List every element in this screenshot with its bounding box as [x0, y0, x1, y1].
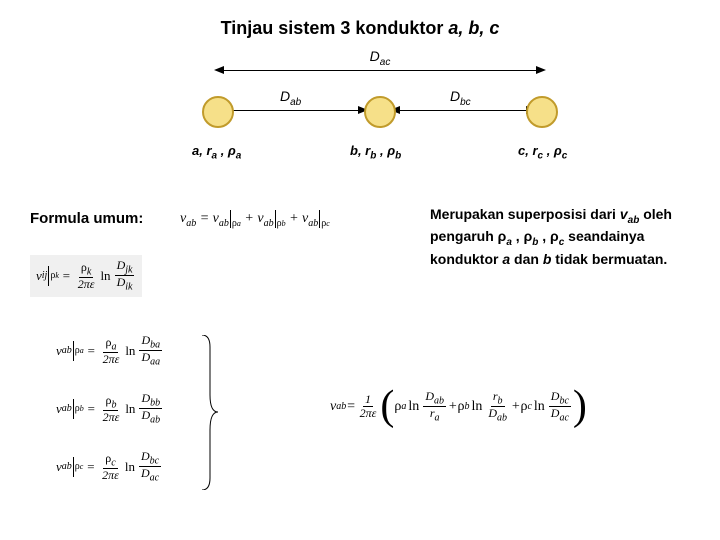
title-plain: Tinjau sistem 3 konduktor — [221, 18, 449, 38]
conductor-b — [364, 96, 396, 128]
superposition-text: Merupakan superposisi dari vab oleh peng… — [430, 205, 695, 268]
dac-arrow-left — [214, 66, 224, 74]
dac-label: Dac — [200, 48, 560, 68]
dbc-arrow-line — [398, 110, 528, 111]
dbc-label: Dbc — [450, 88, 471, 108]
title-em: a, b, c — [448, 18, 499, 38]
dac-arrow-right — [536, 66, 546, 74]
vab-sum-equation: vab = vabρa + vabρb + vabρc — [180, 210, 330, 229]
dab-arrow-line — [230, 110, 360, 111]
conductor-c-label: c, rc , ρc — [518, 143, 567, 162]
dac-arrow-line — [222, 70, 538, 71]
brace-icon — [200, 335, 218, 490]
vab-rhob-formula: vabρb = ρb2πε ln DbbDab — [50, 388, 170, 430]
dab-label: Dab — [280, 88, 301, 108]
vab-rhoa-formula: vabρa = ρa2πε ln DbaDaa — [50, 330, 170, 372]
vab-combined-formula: vab = 12πε ( ρa ln Dabra + ρb ln rbDab +… — [330, 390, 587, 424]
conductor-diagram: Dac Dab Dbc a, ra , ρa b, rb , ρb c, rc … — [200, 48, 560, 178]
formula-umum-label: Formula umum: — [30, 210, 143, 227]
conductor-b-label: b, rb , ρb — [350, 143, 401, 162]
vij-formula: vijρk = ρk2πε ln DjkDik — [30, 255, 142, 297]
conductor-c — [526, 96, 558, 128]
conductor-a — [202, 96, 234, 128]
vab-rhoc-formula: vabρc = ρc2πε ln DbcDac — [50, 446, 169, 488]
slide-title: Tinjau sistem 3 konduktor a, b, c — [0, 18, 720, 39]
conductor-a-label: a, ra , ρa — [192, 143, 241, 162]
